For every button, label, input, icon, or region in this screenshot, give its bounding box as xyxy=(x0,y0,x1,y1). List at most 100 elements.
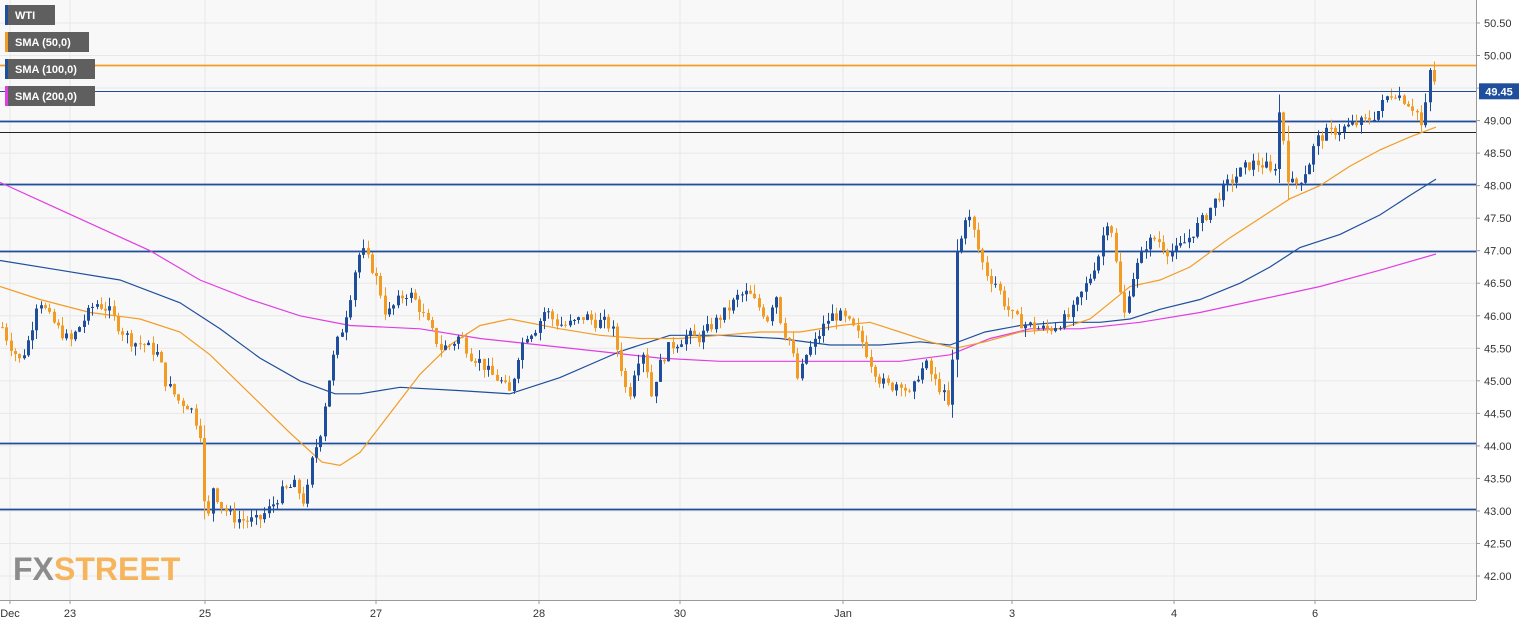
candle-body xyxy=(440,344,443,350)
candle-body xyxy=(504,380,507,383)
candle-body xyxy=(1136,262,1139,279)
candle-body xyxy=(293,479,296,487)
candle-body xyxy=(620,349,623,371)
candle-body xyxy=(521,342,524,360)
candle-body xyxy=(478,358,481,363)
candle-body xyxy=(994,283,997,285)
candle-body xyxy=(659,359,662,382)
candle-body xyxy=(444,345,447,350)
candle-body xyxy=(1317,135,1320,147)
candle-body xyxy=(925,360,928,369)
legend-item[interactable]: WTI xyxy=(5,5,55,25)
candle-body xyxy=(809,346,812,355)
legend-item[interactable]: SMA (200,0) xyxy=(5,86,95,106)
sma-200-line xyxy=(0,181,1437,362)
candle-body xyxy=(723,307,726,320)
candle-body xyxy=(1360,117,1363,125)
candle-body xyxy=(1085,283,1088,292)
candle-body xyxy=(775,297,778,308)
y-tick-label: 44.50 xyxy=(1484,408,1512,420)
candle-body xyxy=(534,332,537,336)
candle-body xyxy=(40,305,43,309)
candle-body xyxy=(1016,311,1019,315)
legend-box xyxy=(5,59,95,79)
fxstreet-logo-fx: FX xyxy=(13,551,55,587)
candle-body xyxy=(1347,124,1350,127)
candle-body xyxy=(865,342,868,357)
candle-body xyxy=(143,344,146,346)
candle-body xyxy=(874,366,877,377)
candle-body xyxy=(1364,117,1367,119)
candle-body xyxy=(1214,198,1217,208)
candle-body xyxy=(1278,112,1281,169)
candle-body xyxy=(1218,198,1221,201)
candle-body xyxy=(405,298,408,299)
candle-body xyxy=(1282,112,1285,141)
candle-body xyxy=(1080,291,1083,298)
candle-body xyxy=(715,317,718,330)
candle-body xyxy=(152,342,155,355)
candle-body xyxy=(603,316,606,320)
candle-body xyxy=(573,320,576,321)
candle-body xyxy=(1257,160,1260,166)
candle-body xyxy=(680,344,683,347)
candle-body xyxy=(1171,251,1174,257)
legend-label: SMA (100,0) xyxy=(15,64,77,76)
current-price-label: 49.45 xyxy=(1485,86,1513,98)
candle-body xyxy=(590,314,593,320)
candle-body xyxy=(689,330,692,337)
candle-body xyxy=(577,317,580,320)
candle-body xyxy=(517,360,520,379)
x-tick-label: 23 xyxy=(64,608,76,620)
candle-body xyxy=(556,319,559,326)
candle-body xyxy=(913,381,916,392)
candle-body xyxy=(1321,135,1324,141)
candle-body xyxy=(453,343,456,346)
candle-body xyxy=(1330,127,1333,129)
candle-body xyxy=(1424,102,1427,126)
candle-body xyxy=(693,330,696,336)
legend-color-swatch xyxy=(5,32,8,52)
legend-item[interactable]: SMA (100,0) xyxy=(5,59,95,79)
candle-body xyxy=(917,379,920,382)
candle-body xyxy=(74,331,77,340)
candle-body xyxy=(83,320,86,327)
candle-body xyxy=(332,354,335,381)
candle-body xyxy=(113,306,116,316)
candle-body xyxy=(745,290,748,295)
candle-body xyxy=(1343,126,1346,133)
x-tick-label: Jan xyxy=(834,608,852,620)
candle-body xyxy=(31,330,34,341)
candle-body xyxy=(70,333,73,340)
candle-body xyxy=(878,376,881,384)
candle-body xyxy=(999,283,1002,291)
candle-body xyxy=(900,384,903,388)
candle-body xyxy=(195,408,198,426)
candle-body xyxy=(100,304,103,309)
candle-body xyxy=(1433,70,1436,82)
candle-body xyxy=(1269,161,1272,171)
candle-body xyxy=(1067,314,1070,318)
candle-body xyxy=(306,484,309,504)
candle-body xyxy=(65,333,68,339)
candle-body xyxy=(487,365,490,370)
candle-body xyxy=(526,339,529,343)
candle-body xyxy=(543,312,546,321)
candle-body xyxy=(1196,223,1199,237)
candle-body xyxy=(465,337,468,354)
candle-body xyxy=(818,336,821,339)
legend-item[interactable]: SMA (50,0) xyxy=(5,32,89,52)
candle-body xyxy=(1355,121,1358,126)
candle-body xyxy=(27,340,30,356)
candle-body xyxy=(431,320,434,329)
fxstreet-logo-street: STREET xyxy=(54,551,181,587)
candle-body xyxy=(530,335,533,339)
legend-label: WTI xyxy=(15,10,35,22)
candle-body xyxy=(1304,174,1307,183)
candle-body xyxy=(160,352,163,363)
legend-box xyxy=(5,5,55,25)
candle-body xyxy=(607,316,610,329)
candle-body xyxy=(78,327,81,332)
candle-body xyxy=(728,307,731,311)
